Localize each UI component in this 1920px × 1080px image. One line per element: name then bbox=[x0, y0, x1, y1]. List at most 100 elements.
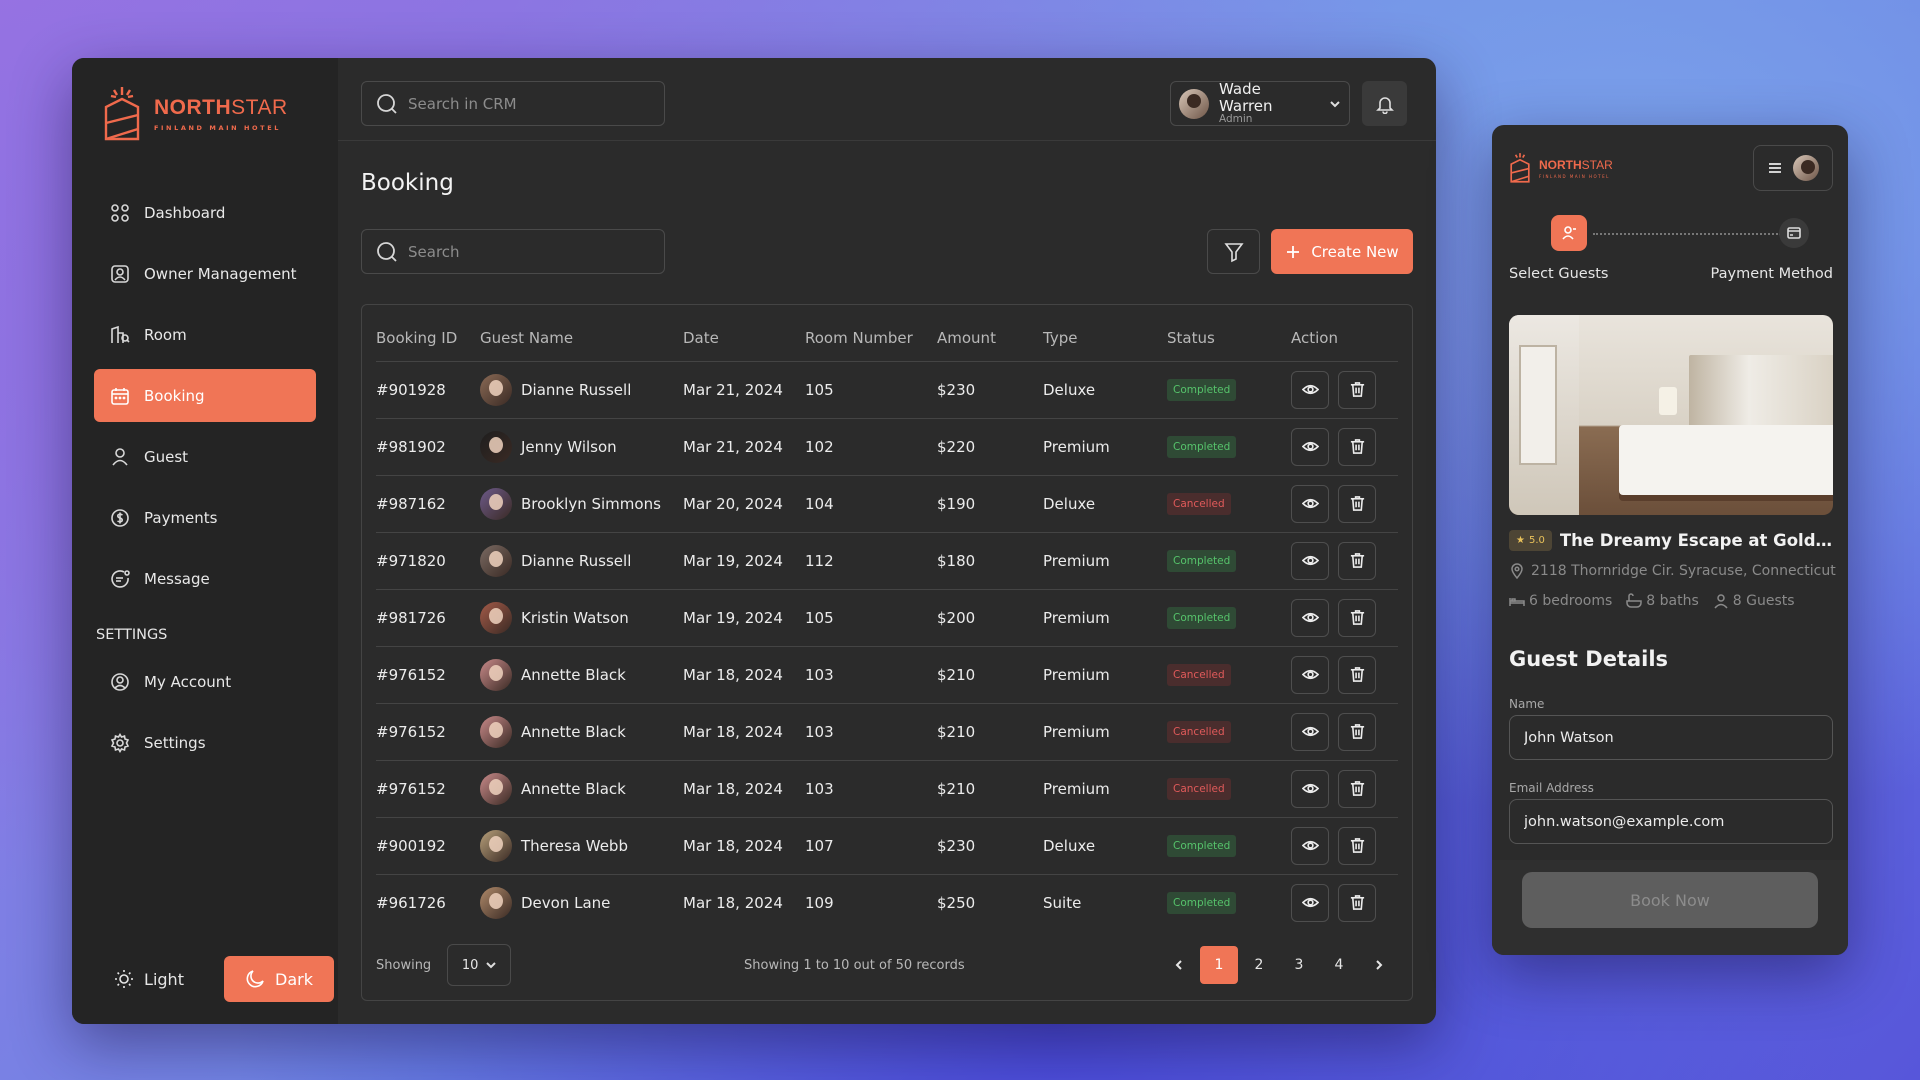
table-row[interactable]: #976152 Annette Black Mar 18, 2024 103 $210 P… bbox=[376, 760, 1398, 818]
prev-page-button[interactable] bbox=[1160, 946, 1198, 984]
table-row[interactable]: #900192 Theresa Webb Mar 18, 2024 107 $230 De… bbox=[376, 817, 1398, 875]
delete-button[interactable] bbox=[1338, 427, 1376, 466]
listing-address: 2118 Thornridge Cir. Syracuse, Connectic… bbox=[1509, 563, 1836, 579]
view-button[interactable] bbox=[1291, 541, 1329, 580]
sidebar-item-guest[interactable]: Guest bbox=[94, 430, 316, 483]
page-button-3[interactable]: 3 bbox=[1294, 957, 1304, 973]
delete-button[interactable] bbox=[1338, 712, 1376, 751]
amount: $250 bbox=[937, 893, 976, 912]
view-button[interactable] bbox=[1291, 655, 1329, 694]
filter-button[interactable] bbox=[1207, 229, 1260, 274]
guest-cell: Jenny Wilson bbox=[480, 430, 683, 463]
trash-icon bbox=[1350, 496, 1364, 511]
delete-button[interactable] bbox=[1338, 655, 1376, 694]
status-cell: Cancelled bbox=[1167, 703, 1291, 761]
crm-search[interactable] bbox=[361, 81, 665, 126]
view-button[interactable] bbox=[1291, 769, 1329, 808]
notifications-button[interactable] bbox=[1362, 81, 1407, 126]
guest-details-heading: Guest Details bbox=[1509, 647, 1669, 671]
delete-button[interactable] bbox=[1338, 541, 1376, 580]
view-button[interactable] bbox=[1291, 427, 1329, 466]
delete-button[interactable] bbox=[1338, 484, 1376, 523]
sidebar-item-payments[interactable]: Payments bbox=[94, 491, 316, 544]
room-number: 103 bbox=[805, 760, 937, 818]
delete-button[interactable] bbox=[1338, 769, 1376, 808]
filter-icon bbox=[1223, 242, 1244, 262]
avatar bbox=[480, 829, 512, 862]
column-header[interactable]: Guest Name bbox=[480, 305, 683, 362]
sidebar-item-dashboard[interactable]: Dashboard bbox=[94, 186, 316, 239]
delete-button[interactable] bbox=[1338, 826, 1376, 865]
column-header[interactable]: Status bbox=[1167, 305, 1291, 362]
column-header[interactable]: Booking ID bbox=[376, 305, 480, 362]
main-content: Wade Warren Admin Booking Create New bbox=[338, 58, 1436, 1024]
booking-search[interactable] bbox=[361, 229, 665, 274]
row-actions bbox=[1291, 655, 1398, 694]
view-button[interactable] bbox=[1291, 826, 1329, 865]
page-button-1[interactable]: 1 bbox=[1200, 946, 1238, 984]
guests-text: 8 Guests bbox=[1732, 593, 1795, 609]
guest-name-cell: Dianne Russell bbox=[480, 532, 683, 590]
brand[interactable]: NORTHSTAR FINLAND MAIN HOTEL bbox=[102, 84, 316, 144]
table-row[interactable]: #981726 Kristin Watson Mar 19, 2024 105 $200… bbox=[376, 589, 1398, 647]
table-row[interactable]: #976152 Annette Black Mar 18, 2024 103 $210 P… bbox=[376, 646, 1398, 704]
delete-button[interactable] bbox=[1338, 598, 1376, 637]
sidebar-item-message[interactable]: Message bbox=[94, 552, 316, 605]
delete-button[interactable] bbox=[1338, 883, 1376, 922]
next-page-button[interactable] bbox=[1360, 946, 1398, 984]
column-header[interactable]: Date bbox=[683, 305, 805, 362]
booking-id: #961726 bbox=[376, 893, 446, 912]
amount: $210 bbox=[937, 703, 1043, 761]
dark-mode-button[interactable]: Dark bbox=[224, 956, 334, 1002]
column-header[interactable]: Amount bbox=[937, 305, 1043, 362]
status-cell: Cancelled bbox=[1167, 760, 1291, 818]
sidebar-item-my-account[interactable]: My Account bbox=[94, 655, 316, 708]
email-field[interactable] bbox=[1509, 799, 1833, 844]
view-button[interactable] bbox=[1291, 484, 1329, 523]
eye-icon bbox=[1301, 726, 1319, 737]
name-field[interactable] bbox=[1509, 715, 1833, 760]
name-input[interactable] bbox=[1524, 729, 1818, 746]
user-menu[interactable]: Wade Warren Admin bbox=[1170, 81, 1350, 126]
name-label: Name bbox=[1509, 697, 1545, 711]
guest-name-cell: Dianne Russell bbox=[480, 361, 683, 419]
sidebar-item-room[interactable]: Room bbox=[94, 308, 316, 361]
page-button-4[interactable]: 4 bbox=[1334, 957, 1344, 973]
table-row[interactable]: #981902 Jenny Wilson Mar 21, 2024 102 $220 Pr… bbox=[376, 418, 1398, 476]
step-payment-method[interactable] bbox=[1779, 218, 1809, 248]
action-cell bbox=[1291, 418, 1398, 476]
sidebar-item-booking[interactable]: Booking bbox=[94, 369, 316, 422]
view-button[interactable] bbox=[1291, 712, 1329, 751]
view-button[interactable] bbox=[1291, 598, 1329, 637]
light-mode-button[interactable]: Light bbox=[94, 956, 204, 1002]
sidebar-item-settings[interactable]: Settings bbox=[94, 716, 316, 769]
view-button[interactable] bbox=[1291, 370, 1329, 409]
booking-date: Mar 18, 2024 bbox=[683, 760, 805, 818]
mobile-booking-panel: NORTHSTAR FINLAND MAIN HOTEL Select Gues… bbox=[1492, 125, 1848, 955]
trash-icon bbox=[1350, 667, 1364, 682]
table-row[interactable]: #901928 Dianne Russell Mar 21, 2024 105 $230… bbox=[376, 361, 1398, 419]
per-page-select[interactable]: 10 bbox=[447, 944, 512, 986]
column-header[interactable]: Type bbox=[1043, 305, 1167, 362]
table-row[interactable]: #971820 Dianne Russell Mar 19, 2024 112 $180… bbox=[376, 532, 1398, 590]
view-button[interactable] bbox=[1291, 883, 1329, 922]
email-input[interactable] bbox=[1524, 813, 1818, 830]
create-new-button[interactable]: Create New bbox=[1271, 229, 1413, 274]
rating-badge: ★ 5.0 bbox=[1509, 530, 1552, 551]
crm-search-input[interactable] bbox=[408, 94, 650, 113]
mobile-menu-button[interactable] bbox=[1753, 145, 1833, 191]
table-row[interactable]: #976152 Annette Black Mar 18, 2024 103 $210 P… bbox=[376, 703, 1398, 761]
brand-tagline: FINLAND MAIN HOTEL bbox=[154, 124, 281, 132]
booking-search-input[interactable] bbox=[408, 242, 650, 261]
step-select-guests[interactable] bbox=[1551, 215, 1587, 251]
table-row[interactable]: #987162 Brooklyn Simmons Mar 20, 2024 104 $1… bbox=[376, 475, 1398, 533]
column-header[interactable]: Room Number bbox=[805, 305, 937, 362]
page-button-2[interactable]: 2 bbox=[1254, 957, 1264, 973]
status-cell: Completed bbox=[1167, 874, 1291, 931]
sidebar-item-owner-management[interactable]: Owner Management bbox=[94, 247, 316, 300]
mobile-brand[interactable]: NORTHSTAR FINLAND MAIN HOTEL bbox=[1509, 151, 1613, 185]
status-badge: Completed bbox=[1167, 378, 1237, 401]
delete-button[interactable] bbox=[1338, 370, 1376, 409]
table-row[interactable]: #961726 Devon Lane Mar 18, 2024 109 $250 Suit… bbox=[376, 874, 1398, 931]
book-now-button[interactable]: Book Now bbox=[1522, 872, 1818, 928]
